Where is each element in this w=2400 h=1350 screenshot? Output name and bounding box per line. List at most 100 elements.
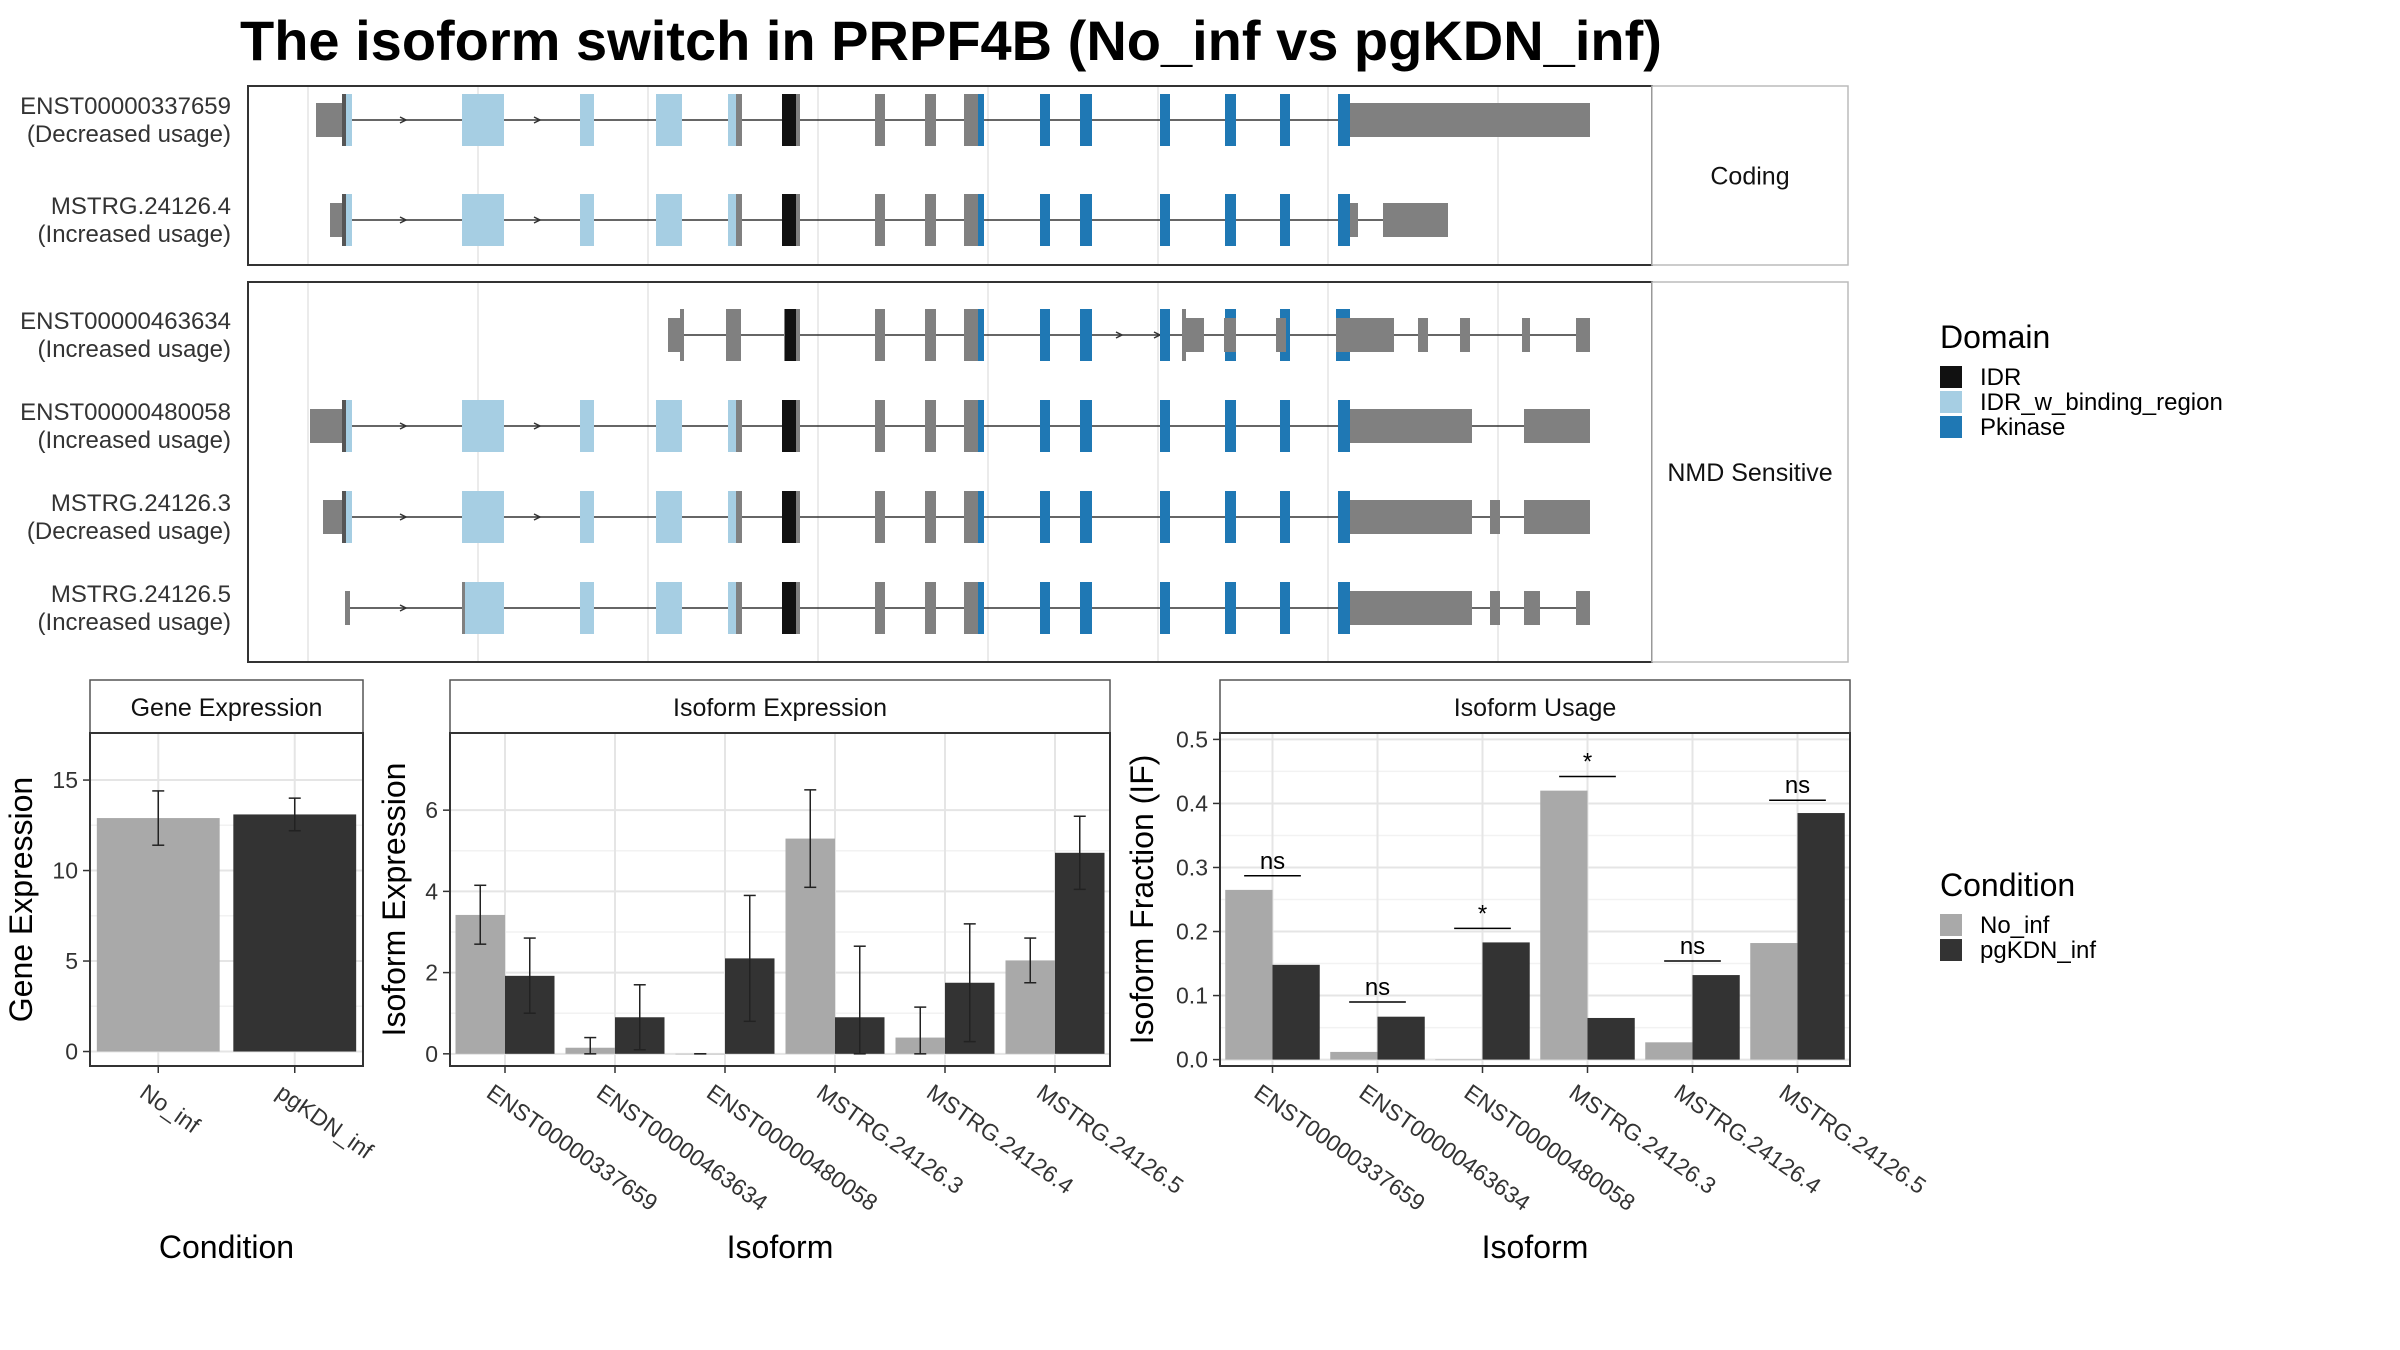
isoform-track: ENST00000480058(Increased usage) <box>20 399 1590 454</box>
direction-arrow <box>399 216 408 224</box>
exon-idr-binding <box>346 400 352 452</box>
exon <box>966 94 978 146</box>
exon-idr-binding <box>462 491 504 543</box>
exon-start <box>342 94 346 146</box>
x-tick-label: ENST00000463634 <box>1355 1079 1536 1216</box>
y-tick-label: 0 <box>425 1041 438 1067</box>
exon-utr <box>1350 203 1358 237</box>
exon-pkinase <box>1160 491 1170 543</box>
exon <box>966 309 978 361</box>
direction-arrow <box>533 116 542 124</box>
exon <box>875 94 885 146</box>
exon-pkinase <box>1280 491 1290 543</box>
bar <box>1377 1016 1425 1060</box>
exon-idr-binding <box>464 582 504 634</box>
significance-label: ns <box>1785 772 1810 799</box>
exon-pkinase <box>1225 582 1236 634</box>
exon-utr <box>345 591 350 625</box>
exon-utr <box>1350 500 1472 534</box>
isoform-track: MSTRG.24126.3(Decreased usage) <box>27 490 1590 545</box>
exon-pkinase <box>1338 491 1350 543</box>
exon <box>736 400 742 452</box>
exon-idr-binding <box>656 400 682 452</box>
exon <box>925 582 936 634</box>
exon-pkinase <box>1338 400 1350 452</box>
exon <box>925 94 936 146</box>
exon-utr <box>1383 203 1448 237</box>
exon-pkinase <box>1225 491 1236 543</box>
exon-idr-binding <box>656 194 682 246</box>
direction-arrow <box>399 604 408 612</box>
exon-idr-binding <box>728 94 736 146</box>
y-tick-label: 4 <box>425 878 438 904</box>
exon-utr <box>1350 591 1472 625</box>
exon-pkinase <box>1280 400 1290 452</box>
legend-title: Domain <box>1940 319 2050 355</box>
exon-utr <box>1418 318 1428 352</box>
exon-utr <box>1336 318 1394 352</box>
panel-strip-label: NMD Sensitive <box>1667 459 1832 487</box>
exon <box>736 582 742 634</box>
legend-swatch <box>1940 416 1962 438</box>
y-tick-label: 0.1 <box>1176 983 1208 1009</box>
exon-idr-binding <box>580 491 594 543</box>
exon <box>794 400 800 452</box>
x-axis-title: Isoform <box>727 1229 834 1265</box>
exon-idr-binding <box>580 94 594 146</box>
legend-swatch <box>1940 366 1962 388</box>
exon-pkinase <box>978 94 984 146</box>
exon-idr-binding <box>346 94 352 146</box>
exon-pkinase <box>1338 582 1350 634</box>
significance-label: ns <box>1680 933 1705 960</box>
y-tick-label: 15 <box>52 767 78 793</box>
exon-pkinase <box>1040 194 1050 246</box>
direction-arrow <box>533 216 542 224</box>
y-tick-label: 0.4 <box>1176 790 1208 816</box>
significance-label: ns <box>1365 974 1390 1001</box>
legend-title: Condition <box>1940 867 2075 903</box>
isoform-usage-label: (Increased usage) <box>38 221 231 248</box>
exon-idr-binding <box>580 194 594 246</box>
exon <box>726 309 741 361</box>
exon-pkinase <box>1280 582 1290 634</box>
exon <box>875 582 885 634</box>
exon-utr <box>1490 591 1500 625</box>
exon <box>736 194 742 246</box>
legend-swatch <box>1940 391 1962 413</box>
legend-label: No_inf <box>1980 912 2050 939</box>
isoform-track: ENST00000337659(Decreased usage) <box>20 93 1590 148</box>
exon-start <box>342 491 346 543</box>
exon-pkinase <box>1080 491 1092 543</box>
bar <box>1272 964 1320 1060</box>
significance-label: * <box>1478 900 1487 927</box>
legend-label: IDR_w_binding_region <box>1980 389 2223 416</box>
exon-utr <box>1276 318 1286 352</box>
exon-pkinase <box>978 309 984 361</box>
exon-pkinase <box>1338 94 1350 146</box>
legend-swatch <box>1940 914 1962 936</box>
exon-pkinase <box>1225 400 1236 452</box>
panel-strip-label: Coding <box>1710 163 1789 191</box>
exon-idr <box>782 491 796 543</box>
isoform-track: ENST00000463634(Increased usage) <box>20 308 1590 363</box>
exon-idr <box>785 309 796 361</box>
isoform-track: MSTRG.24126.5(Increased usage) <box>38 581 1590 636</box>
y-axis-title: Isoform Expression <box>376 763 412 1037</box>
exon-pkinase <box>1040 400 1050 452</box>
exon-idr-binding <box>728 582 736 634</box>
panel-strip <box>1651 85 1849 266</box>
isoform-expression-chart: Isoform ExpressionENST00000337659ENST000… <box>376 679 1188 1265</box>
y-axis-title: Gene Expression <box>3 777 39 1022</box>
direction-arrow <box>533 513 542 521</box>
exon <box>462 582 465 634</box>
y-axis-title: Isoform Fraction (IF) <box>1124 755 1160 1045</box>
bar <box>96 818 220 1052</box>
legend-label: Pkinase <box>1980 414 2065 441</box>
isoform-usage-chart: Isoform Usage ENST00000337659ENST00000463… <box>1124 679 1931 1265</box>
exon-utr <box>1224 318 1236 352</box>
exon-pkinase <box>978 194 984 246</box>
exon-utr <box>1522 318 1530 352</box>
legend-swatch <box>1940 939 1962 961</box>
